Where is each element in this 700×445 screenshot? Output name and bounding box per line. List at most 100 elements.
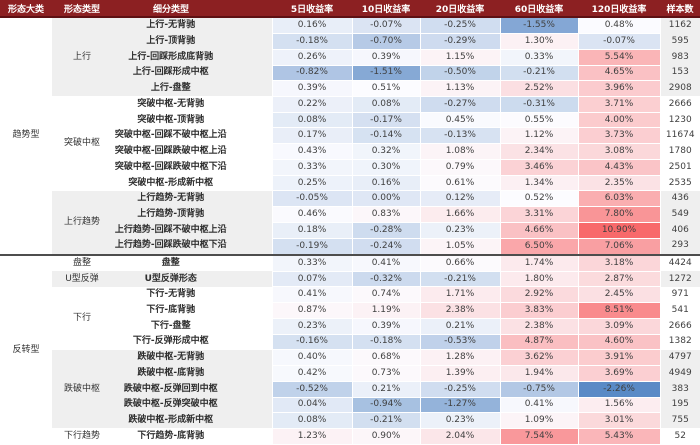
header-return-60d: 60日收益率: [500, 0, 578, 18]
subtype-cell: 上行-回踩形成中枢: [112, 65, 272, 81]
return-value-cell-60日收益率: -0.31%: [499, 95, 579, 113]
table-row: 上行-回踩形成中枢 -0.82% -1.51% -0.50% -0.21% 4.65% 15…: [0, 64, 700, 82]
return-value-cell-5日收益率: -0.18%: [271, 33, 353, 50]
return-value-cell-120日收益率: 3.09%: [577, 317, 661, 335]
pattern-type-cell: 下行趋势: [52, 428, 112, 445]
header-return-10d: 10日收益率: [352, 0, 420, 18]
subtype-cell: 下行-无背驰: [146, 289, 196, 300]
return-value-cell-120日收益率: 3.18%: [577, 253, 661, 272]
return-value-cell-10日收益率: 0.08%: [351, 95, 421, 113]
sample-count-cell: 383: [660, 381, 700, 398]
return-value-cell-20日收益率: 1.39%: [419, 365, 501, 382]
return-value-cell-20日收益率: 1.28%: [419, 349, 501, 367]
return-value-cell-20日收益率: -0.53%: [419, 333, 501, 351]
subtype-cell: 上行趋势-顶背驰: [112, 206, 272, 223]
return-value-cell-20日收益率: 0.45%: [419, 111, 501, 129]
subtype-cell: 突破中枢-回踩不破中枢上沿: [114, 130, 227, 141]
sample-count-cell: 541: [671, 304, 689, 315]
return-value-cell-20日收益率: -1.27%: [419, 396, 501, 414]
pattern-type-cell: 跌破中枢: [52, 349, 112, 429]
return-value-cell-5日收益率: 0.26%: [271, 48, 353, 66]
table-row: 突破中枢-回踩跌破中枢上沿 0.43% 0.32% 1.08% 2.34% 3.08% 17…: [0, 143, 700, 160]
subtype-cell: 突破中枢-顶背驰: [137, 114, 205, 125]
subtype-cell: 上行趋势-无背驰: [112, 190, 272, 207]
return-value-cell-20日收益率: 1.13%: [419, 80, 501, 97]
sample-count-cell: 52: [674, 430, 686, 441]
return-value-cell-120日收益率: 6.03%: [577, 190, 661, 208]
header-pattern-type: 形态类型: [52, 0, 112, 18]
subtype-cell: 下行趋势-底背驰: [137, 430, 205, 441]
table-row: 上行-盘整 0.39% 0.51% 1.13% 2.52% 3.96% 2908: [0, 80, 700, 97]
return-value-cell-5日收益率: 0.16%: [271, 16, 353, 35]
return-value-cell-5日收益率: 0.18%: [271, 221, 353, 239]
table-row: 上行趋势-顶背驰 0.46% 0.83% 1.66% 3.31% 7.80% 549: [0, 206, 700, 223]
return-value-cell-5日收益率: -0.19%: [271, 237, 353, 256]
return-value-cell-5日收益率: -0.05%: [271, 190, 353, 208]
sample-count-cell: 293: [660, 238, 700, 255]
return-value-cell-20日收益率: -0.25%: [419, 16, 501, 35]
return-value-cell-10日收益率: 0.30%: [351, 158, 421, 176]
return-value-cell-60日收益率: 1.34%: [499, 174, 579, 192]
table-row: 反转型 盘整 盘整 0.33% 0.41% 0.66% 1.74% 3.18% 4424: [0, 253, 700, 445]
pattern-type-cell: 下行: [52, 286, 112, 350]
return-value-cell-120日收益率: 4.60%: [577, 333, 661, 351]
sample-count-cell: 2666: [668, 98, 692, 109]
subtype-cell: 下行-盘整: [150, 320, 191, 331]
return-value-cell-60日收益率: 7.54%: [499, 427, 579, 445]
header-pattern-category: 形态大类: [0, 0, 52, 18]
return-value-cell-60日收益率: 2.38%: [499, 317, 579, 335]
pattern-type-cell: 上行趋势: [52, 190, 112, 255]
return-value-cell-10日收益率: -0.21%: [351, 412, 421, 429]
table-row: 上行-顶背驰 -0.18% -0.70% -0.29% 1.30% -0.07% 595: [0, 33, 700, 50]
table-row: 上行趋势 上行趋势-无背驰 -0.05% 0.00% 0.12% 0.52% 6.03% 43…: [0, 190, 700, 255]
return-value-cell-20日收益率: 1.66%: [419, 206, 501, 223]
return-value-cell-20日收益率: 1.05%: [419, 237, 501, 256]
return-value-cell-20日收益率: -0.27%: [419, 95, 501, 113]
return-value-cell-60日收益率: 2.52%: [499, 80, 579, 97]
table-row: 跌破中枢-底背驰 0.42% 0.73% 1.39% 1.94% 3.69% 4949: [0, 365, 700, 382]
return-value-cell-5日收益率: -0.52%: [271, 380, 353, 398]
return-value-cell-20日收益率: -0.21%: [419, 270, 501, 288]
return-value-cell-20日收益率: 2.04%: [419, 427, 501, 445]
return-value-cell-5日收益率: 1.23%: [271, 427, 353, 445]
return-value-cell-120日收益率: 3.96%: [577, 80, 661, 97]
return-value-cell-10日收益率: -0.24%: [351, 237, 421, 256]
return-value-cell-60日收益率: 4.87%: [499, 333, 579, 351]
return-value-cell-120日收益率: 7.06%: [577, 237, 661, 256]
pattern-category-cell: 反转型: [0, 253, 52, 445]
sample-count-cell: 4949: [660, 365, 700, 382]
sample-count-cell: 195: [660, 397, 700, 413]
return-value-cell-20日收益率: -0.13%: [419, 127, 501, 145]
return-value-cell-20日收益率: 0.66%: [419, 253, 501, 272]
return-value-cell-120日收益率: 3.01%: [577, 412, 661, 429]
sample-count-cell: 971: [671, 289, 689, 300]
return-value-cell-120日收益率: 4.65%: [577, 64, 661, 82]
return-value-cell-10日收益率: 0.73%: [351, 365, 421, 382]
subtype-cell: 跌破中枢-无背驰: [112, 349, 272, 366]
table-row: 上行趋势-回踩跌破中枢下沿 -0.19% -0.24% 1.05% 6.50% 7.06%…: [0, 237, 700, 256]
return-value-cell-20日收益率: 0.79%: [419, 158, 501, 176]
sample-count-cell: 4424: [660, 253, 700, 272]
subtype-cell: 突破中枢-回踩跌破中枢下沿: [114, 161, 227, 172]
return-value-cell-10日收益率: 0.39%: [351, 48, 421, 66]
subtype-cell: 盘整: [112, 253, 272, 272]
header-subtype: 细分类型: [112, 0, 272, 18]
sample-count-cell: 153: [660, 65, 700, 81]
return-value-cell-120日收益率: 7.80%: [577, 206, 661, 223]
return-value-cell-60日收益率: 6.50%: [499, 237, 579, 256]
pattern-type-cell: 上行: [52, 17, 112, 97]
table-row: 下行-盘整 0.23% 0.39% 0.21% 2.38% 3.09% 2666: [0, 317, 700, 335]
sample-count-cell: 11674: [665, 130, 695, 141]
return-value-cell-5日收益率: 0.08%: [271, 412, 353, 429]
return-value-cell-20日收益率: -0.50%: [419, 64, 501, 82]
sample-count-cell: 755: [660, 412, 700, 429]
return-value-cell-10日收益率: -0.18%: [351, 333, 421, 351]
return-value-cell-60日收益率: 3.83%: [499, 302, 579, 319]
table-row: 突破中枢 突破中枢-无背驰 0.22% 0.08% -0.27% -0.31% 3.71% 2…: [0, 95, 700, 191]
return-value-cell-120日收益率: 3.08%: [577, 143, 661, 160]
return-value-cell-5日收益率: 0.46%: [271, 206, 353, 223]
sample-count-cell: 2666: [668, 320, 692, 331]
return-value-cell-5日收益率: 0.25%: [271, 174, 353, 192]
return-value-cell-20日收益率: 1.71%: [419, 286, 501, 304]
return-value-cell-20日收益率: 0.23%: [419, 412, 501, 429]
